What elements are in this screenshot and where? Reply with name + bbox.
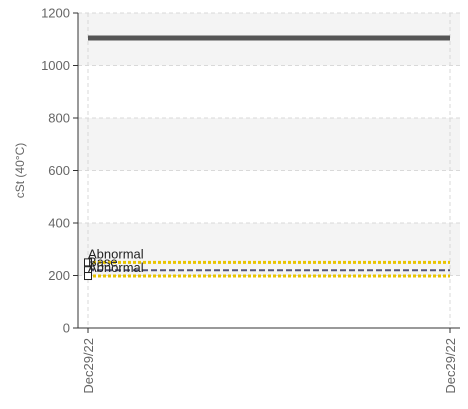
x-tick-labels: Dec29/22 Dec29/22 bbox=[81, 328, 458, 394]
x-tick-label: Dec29/22 bbox=[443, 338, 458, 394]
background-bands bbox=[78, 13, 460, 276]
reference-marker bbox=[84, 258, 92, 267]
background-band bbox=[78, 223, 460, 276]
y-tick-labels: 0 200 400 600 800 1000 1200 bbox=[41, 6, 78, 336]
y-tick-label: 400 bbox=[48, 216, 70, 231]
reference-label: Abnormal bbox=[88, 246, 144, 261]
background-band bbox=[78, 118, 460, 171]
y-axis-title: cSt (40°C) bbox=[13, 143, 27, 198]
y-tick-label: 1000 bbox=[41, 58, 70, 73]
x-tick-label: Dec29/22 bbox=[81, 338, 96, 394]
y-tick-label: 0 bbox=[63, 321, 70, 336]
y-tick-label: 200 bbox=[48, 268, 70, 283]
y-tick-label: 600 bbox=[48, 163, 70, 178]
reference-label: Base bbox=[88, 254, 118, 269]
y-tick-label: 1200 bbox=[41, 6, 70, 21]
y-tick-label: 800 bbox=[48, 111, 70, 126]
reference-marker bbox=[84, 272, 92, 281]
reference-label: Abnormal bbox=[88, 260, 144, 275]
